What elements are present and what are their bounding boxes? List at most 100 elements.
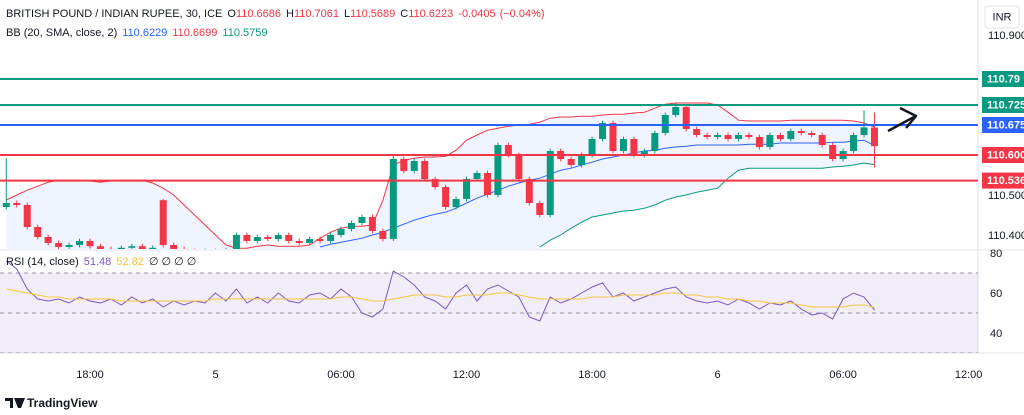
candle-body xyxy=(714,135,722,137)
ohlc-label: O xyxy=(227,8,236,20)
candle-body xyxy=(44,237,52,243)
candle-body xyxy=(776,135,784,139)
candle-body xyxy=(682,107,690,129)
rsi-value: 52.82 xyxy=(116,256,144,268)
candle-body xyxy=(473,173,481,179)
candle-body xyxy=(619,139,627,151)
brand-logo xyxy=(5,398,25,408)
level-label: 110.675 xyxy=(987,119,1024,131)
bb-value: 110.5759 xyxy=(222,27,267,39)
level-label: 110.600 xyxy=(987,149,1024,161)
x-tick-label: 06:00 xyxy=(829,369,857,381)
candle-body xyxy=(640,151,648,155)
candle-body xyxy=(2,203,10,207)
candle-body xyxy=(159,200,167,245)
candle-body xyxy=(483,173,491,195)
candle-body xyxy=(504,145,512,155)
candle-body xyxy=(128,246,136,248)
rsi-value: 51.48 xyxy=(84,256,112,268)
candle-body xyxy=(170,245,178,249)
candle-body xyxy=(327,235,335,241)
candle-body xyxy=(745,135,753,137)
candle-body xyxy=(55,243,63,247)
candle-body xyxy=(463,179,471,199)
candle-body xyxy=(442,187,450,207)
candle-body xyxy=(379,231,387,239)
candle-body xyxy=(755,137,763,147)
candle-body xyxy=(285,235,293,241)
header: BRITISH POUND / INDIAN RUPEE, 30, ICE O11… xyxy=(6,8,545,20)
candle-body xyxy=(76,241,84,245)
candle-body xyxy=(138,246,146,249)
candle-body xyxy=(232,235,240,249)
candle-body xyxy=(735,135,742,139)
candle-body xyxy=(149,247,157,249)
candle-body xyxy=(818,135,826,145)
x-tick-label: 12:00 xyxy=(453,369,481,381)
rsi-line xyxy=(5,260,875,322)
candle-body xyxy=(567,159,575,165)
currency[interactable]: INR xyxy=(993,11,1012,23)
candle-body xyxy=(452,199,460,207)
candle-body xyxy=(253,237,261,241)
x-tick-label: 12:00 xyxy=(955,369,983,381)
candle-body xyxy=(672,107,680,115)
candle-body xyxy=(850,135,858,151)
candle-body xyxy=(860,127,868,135)
level-label: 110.536 xyxy=(987,175,1024,187)
overlay xyxy=(0,78,978,182)
level-label: 110.725 xyxy=(987,99,1024,111)
candle-body xyxy=(65,245,73,247)
ohlc-value: 110.6686 xyxy=(236,8,281,20)
currency-box[interactable] xyxy=(984,5,1020,29)
level-label-box xyxy=(982,71,1024,87)
rsi-extra: ∅ ∅ ∅ ∅ xyxy=(149,256,197,268)
ohlc-value: 110.7061 xyxy=(294,8,339,20)
candle-body xyxy=(578,155,586,165)
y-tick-label: 110.500 xyxy=(988,190,1024,202)
candle-body xyxy=(389,159,397,239)
rsi-tick-label: 80 xyxy=(990,248,1002,260)
candle-body xyxy=(515,155,523,179)
candle-body xyxy=(400,159,408,171)
ohlc-value: 110.6223 xyxy=(408,8,453,20)
candle-body xyxy=(368,217,376,231)
x-tick-label: 5 xyxy=(212,369,218,381)
brand: TradingView xyxy=(27,396,98,410)
candle-body xyxy=(306,239,314,243)
candle-body xyxy=(295,241,303,243)
candle-body xyxy=(264,237,272,239)
level-label-box xyxy=(982,97,1024,113)
candle-body xyxy=(536,203,544,215)
x-tick-label: 18:00 xyxy=(578,369,606,381)
ohlc-label: H xyxy=(286,8,294,20)
level-label: 110.79 xyxy=(987,73,1020,85)
candle-body xyxy=(86,241,94,247)
bb-name: BB (20, SMA, close, 2) xyxy=(6,27,117,39)
candle-body xyxy=(797,131,805,133)
candle-body xyxy=(609,123,617,151)
candle-body xyxy=(410,161,418,171)
candle-body xyxy=(870,127,878,147)
level-label-box xyxy=(982,117,1024,133)
change-pct: (−0.04%) xyxy=(500,8,545,20)
bb-basis xyxy=(319,139,875,248)
rsi-tick-label: 60 xyxy=(990,288,1002,300)
candle-body xyxy=(421,161,429,179)
arrow-head xyxy=(899,106,918,129)
candle-body xyxy=(766,135,774,147)
candle-body xyxy=(599,123,607,139)
ohlc-label: L xyxy=(344,8,350,20)
rsi-pane xyxy=(0,260,978,353)
candle-body xyxy=(546,151,554,215)
arrow xyxy=(887,115,915,133)
main-pane xyxy=(2,102,878,249)
bb-value: 110.6699 xyxy=(172,27,217,39)
candle-body xyxy=(96,246,104,249)
bb-lower xyxy=(539,162,875,248)
candle-body xyxy=(243,235,251,241)
candle-body xyxy=(117,247,125,249)
candle-body xyxy=(34,227,42,237)
